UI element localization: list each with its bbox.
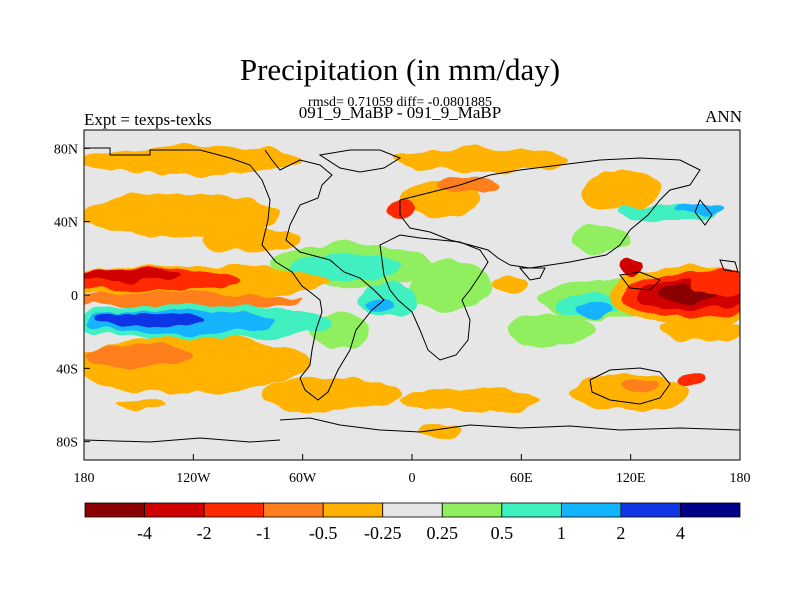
colorbar-swatch (322, 502, 384, 518)
season-label: ANN (705, 107, 742, 126)
lon-tick-label: 120W (176, 471, 211, 486)
lat-tick-label: 80N (54, 142, 78, 157)
colorbar-label: -0.5 (309, 523, 338, 543)
anomaly-field (84, 146, 740, 436)
lat-tick-label: 40N (54, 216, 78, 231)
lon-tick-label: 60W (289, 471, 317, 486)
colorbar-label: -1 (256, 523, 271, 543)
colorbar-label: -2 (197, 523, 212, 543)
colorbar-swatch (441, 502, 503, 518)
colorbar-swatch (84, 502, 145, 518)
colorbar-swatch (144, 502, 205, 518)
colorbar-label: -4 (137, 523, 152, 543)
latitude-axis: 80N 40N 0 40S 80S (54, 142, 90, 451)
plot-title: Precipitation (in mm/day) (239, 52, 561, 87)
colorbar-label: 2 (616, 523, 625, 543)
colorbar-label: -0.25 (364, 523, 402, 543)
longitude-axis: 180 120W 60W 0 60E 120E 180 (74, 454, 751, 486)
stats-line: rmsd= 0.71059 diff= -0.0801885 (308, 95, 492, 110)
coastlines (84, 147, 740, 443)
experiment-label: Expt = texps-texks (84, 110, 212, 129)
colorbar-swatch (501, 502, 562, 518)
colorbar-swatch (560, 502, 622, 518)
lon-tick-label: 60E (510, 471, 533, 486)
colorbar-swatch (680, 502, 741, 518)
lon-tick-label: 120E (616, 471, 646, 486)
lat-tick-label: 80S (56, 436, 78, 451)
colorbar-label: 0.5 (491, 523, 514, 543)
colorbar-swatch (263, 502, 324, 518)
plot-subtitle: 091_9_MaBP - 091_9_MaBP (298, 103, 502, 122)
lat-tick-label: 40S (56, 362, 78, 377)
lon-tick-label: 180 (730, 471, 751, 486)
colorbar-label: 0.25 (427, 523, 459, 543)
colorbar-swatch (620, 502, 681, 518)
colorbar-swatch (382, 502, 443, 518)
colorbar-label: 1 (557, 523, 566, 543)
lon-tick-label: 0 (409, 471, 416, 486)
lon-tick-label: 180 (74, 471, 95, 486)
colorbar-label: 4 (676, 523, 685, 543)
colorbar-swatch (203, 502, 265, 518)
lat-tick-label: 0 (71, 289, 78, 304)
colorbar: -4 -2 -1 -0.5 -0.25 0.25 0.5 1 2 4 (84, 502, 741, 543)
